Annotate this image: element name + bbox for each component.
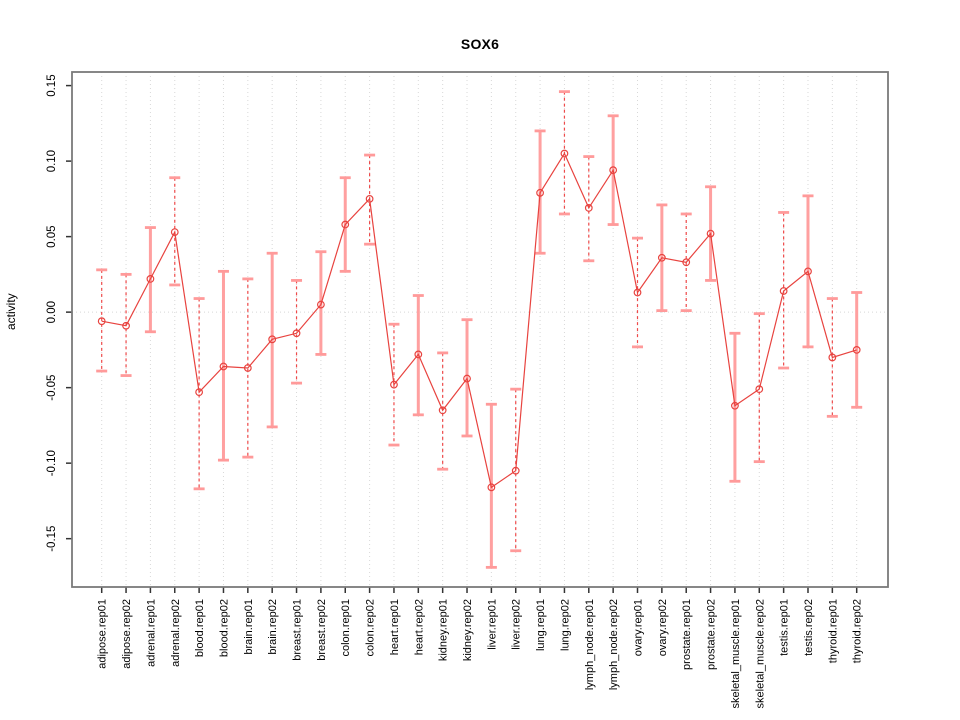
data-point: [219, 362, 228, 371]
x-tick-label: adrenal.rep02: [170, 599, 182, 667]
data-point: [633, 288, 642, 297]
x-tick-label: ovary.rep02: [657, 599, 669, 656]
y-tick-label: -0.05: [46, 375, 58, 401]
data-point: [438, 406, 447, 415]
data-point: [511, 466, 520, 475]
x-tick-label: testis.rep01: [779, 599, 791, 656]
data-point: [682, 258, 691, 267]
y-tick-label: -0.10: [46, 450, 58, 476]
data-point: [584, 204, 593, 212]
data-point: [560, 149, 569, 158]
data-point: [414, 350, 423, 359]
data-point: [316, 300, 325, 309]
data-point: [292, 329, 301, 338]
x-tick-label: blood.rep02: [218, 599, 230, 657]
x-tick-label: lymph_node.rep02: [608, 599, 620, 690]
data-point: [852, 345, 861, 354]
data-point: [804, 267, 812, 276]
data-point: [731, 401, 739, 410]
data-point: [463, 374, 471, 383]
data-point: [146, 275, 155, 283]
x-tick-label: heart.rep02: [413, 599, 425, 655]
data-point: [122, 321, 130, 330]
x-tick-label: ovary.rep01: [633, 599, 645, 656]
x-tick-label: thyroid.rep02: [852, 599, 864, 663]
data-point: [390, 380, 398, 389]
x-tick-label: skeletal_muscle.rep02: [754, 599, 766, 708]
x-tick-label: lung.rep02: [559, 599, 571, 651]
data-point: [268, 335, 277, 344]
x-tick-label: thyroid.rep01: [827, 599, 839, 663]
data-point: [243, 364, 252, 372]
y-tick-label: 0.05: [46, 225, 58, 247]
x-tick-label: kidney.rep01: [438, 599, 450, 661]
x-tick-label: prostate.rep02: [706, 599, 718, 670]
x-tick-label: prostate.rep01: [681, 599, 693, 670]
data-point: [487, 483, 496, 492]
x-tick-label: testis.rep02: [803, 599, 815, 656]
data-point: [779, 287, 788, 295]
x-tick-label: adrenal.rep01: [145, 599, 157, 667]
data-point: [170, 228, 179, 236]
series-line: [101, 152, 857, 489]
x-tick-label: breast.rep02: [316, 599, 328, 661]
data-point: [828, 353, 837, 362]
y-tick-label: 0.15: [46, 74, 58, 96]
x-tick-label: blood.rep01: [194, 599, 206, 657]
chart-title: SOX6: [460, 36, 500, 52]
x-tick-label: adipose.rep02: [121, 599, 133, 669]
data-point: [195, 388, 204, 397]
x-tick-label: brain.rep02: [267, 599, 279, 655]
data-point: [706, 229, 715, 238]
x-tick-label: breast.rep01: [292, 599, 304, 661]
data-point: [341, 220, 350, 229]
data-point: [657, 253, 666, 262]
x-tick-label: lung.rep01: [535, 599, 547, 651]
plot-frame: [71, 71, 889, 588]
y-tick-label: 0.00: [46, 301, 58, 323]
data-point: [97, 317, 106, 326]
data-point: [755, 385, 764, 394]
x-tick-label: heart.rep01: [389, 599, 401, 655]
x-tick-label: liver.rep02: [511, 599, 523, 650]
x-tick-label: liver.rep01: [486, 599, 498, 650]
x-tick-label: lymph_node.rep01: [584, 599, 596, 690]
y-tick-label: -0.15: [46, 526, 58, 552]
x-tick-label: colon.rep01: [340, 599, 352, 657]
x-tick-label: brain.rep01: [243, 599, 255, 655]
data-point: [536, 188, 544, 197]
x-tick-label: colon.rep02: [365, 599, 377, 657]
x-tick-label: skeletal_muscle.rep01: [730, 599, 742, 708]
x-tick-label: adipose.rep01: [97, 599, 109, 669]
data-point: [365, 194, 374, 203]
data-point: [609, 166, 618, 175]
y-tick-label: 0.10: [46, 150, 58, 172]
x-tick-label: kidney.rep02: [462, 599, 474, 661]
